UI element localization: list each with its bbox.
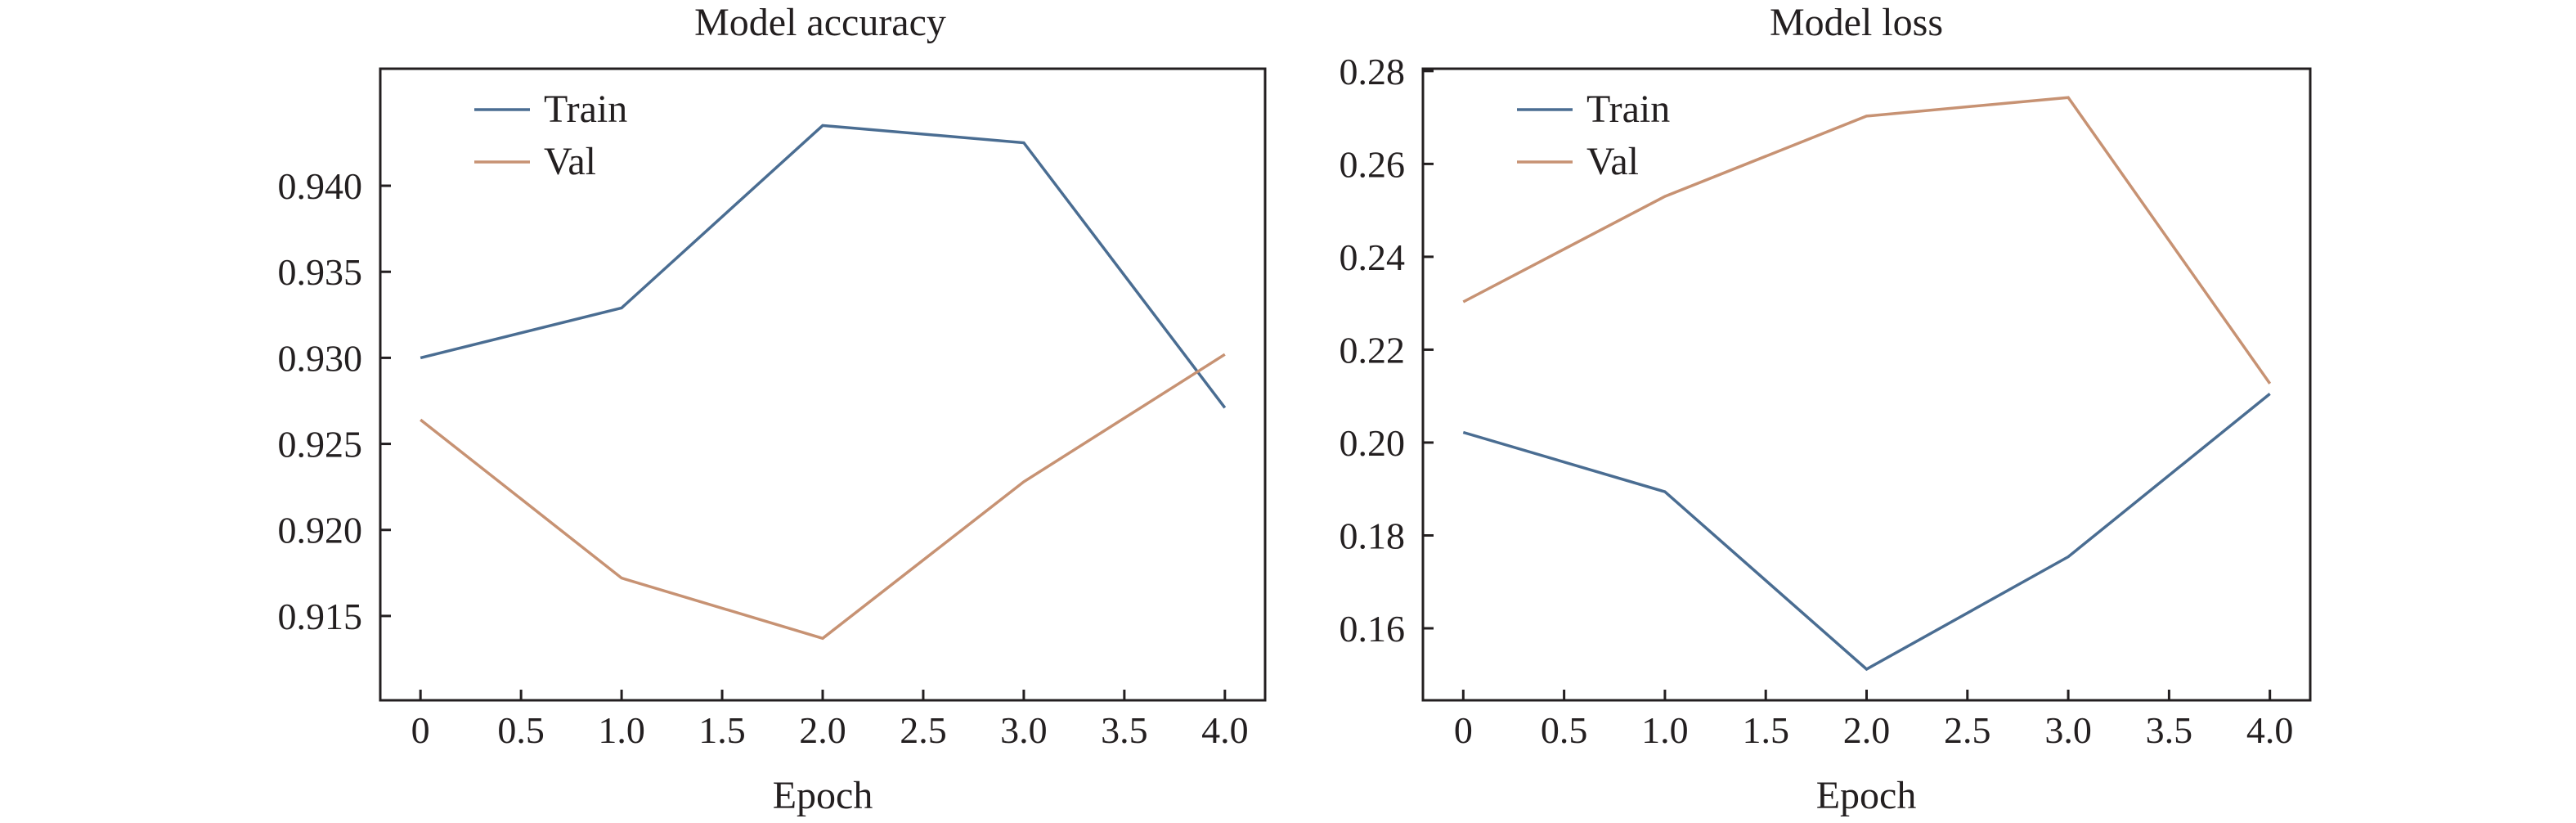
loss-legend-val-label: Val: [1586, 140, 1639, 183]
loss-chart-title: Model loss: [1770, 1, 1943, 44]
loss-y-tick-label: 0.18: [1340, 515, 1406, 556]
accuracy-x-tick-label: 2.5: [900, 709, 947, 751]
loss-x-tick-label: 2.5: [1944, 709, 1991, 751]
loss-y-tick-label: 0.24: [1340, 236, 1406, 278]
accuracy-x-tick-label: 1.5: [698, 709, 746, 751]
accuracy-x-tick-label: 0: [411, 709, 430, 751]
loss-x-tick-label: 3.5: [2146, 709, 2193, 751]
loss-x-tick-label: 2.0: [1843, 709, 1891, 751]
accuracy-legend: Train Val: [474, 88, 627, 183]
accuracy-tick-labels: 0 0.5 1.0 1.5 2.0 2.5 3.0 3.5 4.0 0.915 0.920 0.925…: [278, 165, 1249, 751]
loss-y-tick-label: 0.16: [1340, 608, 1406, 650]
accuracy-x-tick-label: 2.0: [799, 709, 846, 751]
accuracy-x-tick-label: 3.5: [1101, 709, 1148, 751]
loss-y-tick-label: 0.28: [1340, 51, 1406, 92]
accuracy-chart-title: Model accuracy: [694, 1, 946, 44]
accuracy-chart: Model accuracy 0 0.5 1.0 1.5 2.0 2.5 3.0 3.5 4.0…: [278, 1, 1267, 817]
accuracy-legend-train-label: Train: [544, 88, 627, 131]
loss-ticks: [1423, 70, 2272, 700]
loss-y-tick-label: 0.20: [1340, 422, 1406, 464]
accuracy-x-tick-label: 3.0: [1000, 709, 1048, 751]
loss-legend-train-label: Train: [1586, 88, 1670, 131]
accuracy-legend-val-label: Val: [544, 140, 596, 183]
loss-plot-frame: [1421, 67, 2312, 702]
accuracy-ticks: [380, 184, 1227, 700]
loss-x-tick-label: 0.5: [1541, 709, 1588, 751]
accuracy-series-val-line: [420, 353, 1226, 641]
accuracy-series-lines: [420, 124, 1227, 641]
accuracy-y-tick-label: 0.930: [278, 337, 363, 379]
loss-legend: Train Val: [1517, 88, 1670, 183]
loss-x-tick-label: 1.0: [1641, 709, 1689, 751]
loss-series-val-line: [1462, 96, 2272, 385]
accuracy-x-tick-label: 1.0: [598, 709, 645, 751]
accuracy-y-tick-label: 0.920: [278, 510, 363, 551]
accuracy-y-tick-label: 0.925: [278, 424, 363, 465]
loss-series-lines: [1462, 96, 2272, 672]
loss-y-tick-label: 0.26: [1340, 143, 1406, 185]
accuracy-plot-frame: [379, 67, 1267, 702]
loss-series-train-line: [1462, 393, 2271, 672]
accuracy-x-tick-label: 0.5: [497, 709, 545, 751]
loss-x-axis-label: Epoch: [1816, 774, 1917, 817]
loss-x-tick-label: 3.0: [2044, 709, 2092, 751]
accuracy-series-train-line: [420, 124, 1227, 409]
loss-y-tick-label: 0.22: [1340, 329, 1406, 371]
accuracy-x-tick-label: 4.0: [1201, 709, 1249, 751]
accuracy-y-tick-label: 0.940: [278, 165, 363, 207]
loss-x-tick-label: 1.5: [1742, 709, 1789, 751]
loss-x-tick-label: 0: [1454, 709, 1473, 751]
accuracy-y-tick-label: 0.915: [278, 596, 363, 637]
loss-x-tick-label: 4.0: [2246, 709, 2294, 751]
loss-tick-labels: 0 0.5 1.0 1.5 2.0 2.5 3.0 3.5 4.0 0.16 0.18 0.20 0.2…: [1340, 51, 2294, 751]
accuracy-y-tick-label: 0.935: [278, 251, 363, 293]
accuracy-x-axis-label: Epoch: [773, 774, 873, 817]
loss-chart: Model loss 0 0.5 1.0 1.5 2.0 2.5 3.0 3.5 4.0 0.16…: [1340, 1, 2312, 817]
